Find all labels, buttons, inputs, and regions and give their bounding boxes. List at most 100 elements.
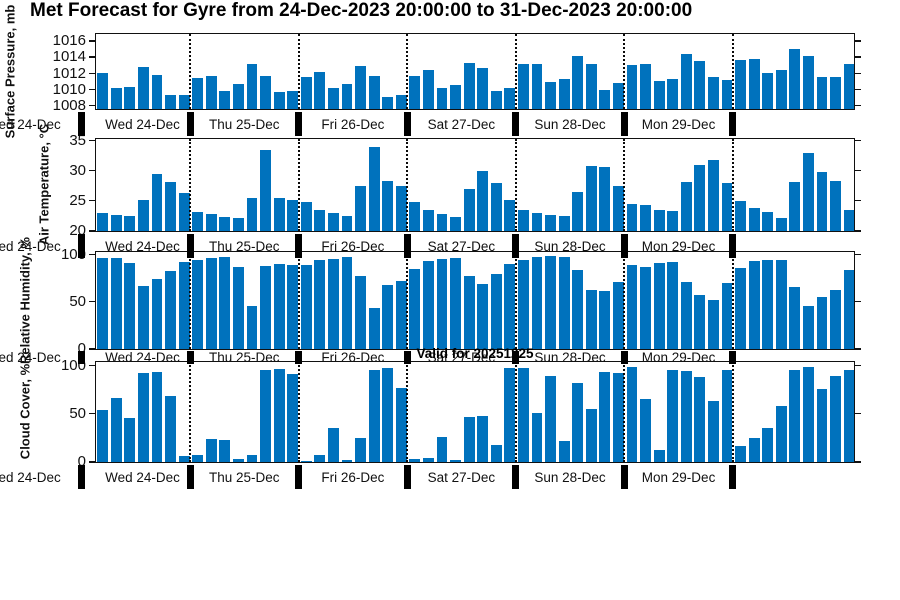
- bar: [599, 166, 611, 231]
- bar: [748, 261, 760, 349]
- bar: [585, 290, 597, 349]
- bar: [518, 367, 529, 462]
- bar: [124, 263, 136, 349]
- bar: [816, 296, 828, 349]
- day-boundary-gridline: [189, 139, 191, 231]
- day-boundary-gridline: [623, 34, 626, 109]
- bar: [708, 401, 719, 462]
- x-day-label: Fri 26-Dec: [321, 350, 385, 365]
- x-tick-edge-label: Wed 24-Dec: [0, 116, 61, 132]
- day-separator-bar: [729, 112, 737, 136]
- y-tick-mark: [89, 199, 95, 202]
- day-separator-bar: [295, 234, 303, 258]
- bar: [273, 92, 285, 109]
- bar: [667, 211, 679, 231]
- bar: [721, 80, 733, 109]
- x-day-label: Mon 29-Dec: [641, 116, 716, 132]
- bar: [450, 257, 462, 349]
- bar: [341, 256, 353, 349]
- x-day-label: Thu 25-Dec: [209, 469, 280, 485]
- y-tick-mark: [855, 348, 861, 350]
- y-tick-mark: [855, 72, 861, 75]
- bar: [138, 285, 149, 349]
- bar: [423, 261, 434, 349]
- bar: [423, 458, 434, 462]
- bar: [219, 90, 231, 109]
- day-separator-bar: [403, 465, 411, 489]
- bar: [260, 75, 272, 109]
- x-day-label: Sat 27-Dec: [427, 116, 496, 132]
- bar: [545, 81, 557, 109]
- bar: [233, 459, 244, 462]
- bar: [721, 369, 733, 462]
- bar: [423, 209, 434, 231]
- bar: [572, 191, 584, 231]
- y-tick-mark: [89, 461, 95, 463]
- bar: [748, 438, 760, 462]
- bar: [423, 70, 434, 109]
- bar: [219, 440, 231, 462]
- x-day-label: Mon 29-Dec: [641, 469, 716, 485]
- bar: [558, 441, 570, 462]
- bar: [789, 48, 801, 109]
- y-tick-mark: [855, 199, 861, 202]
- bar: [518, 64, 529, 109]
- bar: [585, 408, 597, 462]
- bar: [545, 214, 557, 231]
- plot-box-2: [95, 138, 855, 232]
- day-boundary-gridline: [189, 252, 191, 349]
- y-tick-label: 1010: [52, 80, 86, 98]
- bar: [205, 439, 217, 462]
- bar: [233, 217, 244, 231]
- bar: [124, 216, 136, 231]
- day-separator-bar: [620, 234, 628, 258]
- bar: [626, 65, 638, 109]
- bar: [246, 306, 258, 349]
- bar: [640, 266, 652, 349]
- bar: [314, 260, 326, 349]
- bar: [355, 438, 367, 462]
- day-boundary-gridline: [406, 139, 409, 231]
- bar: [490, 444, 502, 462]
- day-separator-bar: [620, 351, 628, 364]
- bar: [436, 258, 448, 349]
- bar: [178, 192, 190, 231]
- bar: [341, 84, 353, 109]
- day-boundary-gridline: [731, 34, 734, 109]
- day-boundary-gridline: [189, 362, 191, 462]
- bar: [192, 211, 204, 231]
- bar: [355, 186, 367, 231]
- bar: [762, 259, 774, 349]
- bar: [572, 383, 584, 462]
- day-separator-bar: [295, 112, 303, 136]
- x-day-label: Wed 24-Dec: [105, 350, 180, 365]
- bar: [260, 369, 272, 462]
- bar: [300, 201, 312, 231]
- bar: [721, 282, 733, 349]
- bar: [192, 77, 204, 109]
- bar: [490, 90, 502, 109]
- day-boundary-gridline: [731, 139, 734, 231]
- bar: [477, 416, 489, 462]
- bar: [518, 210, 529, 231]
- day-separator-bar: [78, 234, 85, 258]
- x-day-label: Fri 26-Dec: [321, 116, 385, 132]
- bar: [613, 185, 624, 231]
- y-tick-mark: [89, 104, 95, 107]
- bar: [504, 88, 516, 109]
- day-separator-bar: [512, 465, 520, 489]
- day-separator-bar: [186, 351, 194, 364]
- y-tick-mark: [89, 40, 95, 42]
- bar: [151, 74, 163, 109]
- bar: [341, 460, 353, 462]
- day-separator-bar: [729, 465, 737, 489]
- bar: [328, 213, 339, 231]
- bar: [694, 377, 706, 462]
- y-tick-mark: [89, 56, 95, 58]
- bar: [545, 376, 557, 462]
- bar: [518, 259, 529, 349]
- bar: [97, 73, 109, 109]
- day-separator-bar: [295, 351, 303, 364]
- bar: [748, 58, 760, 109]
